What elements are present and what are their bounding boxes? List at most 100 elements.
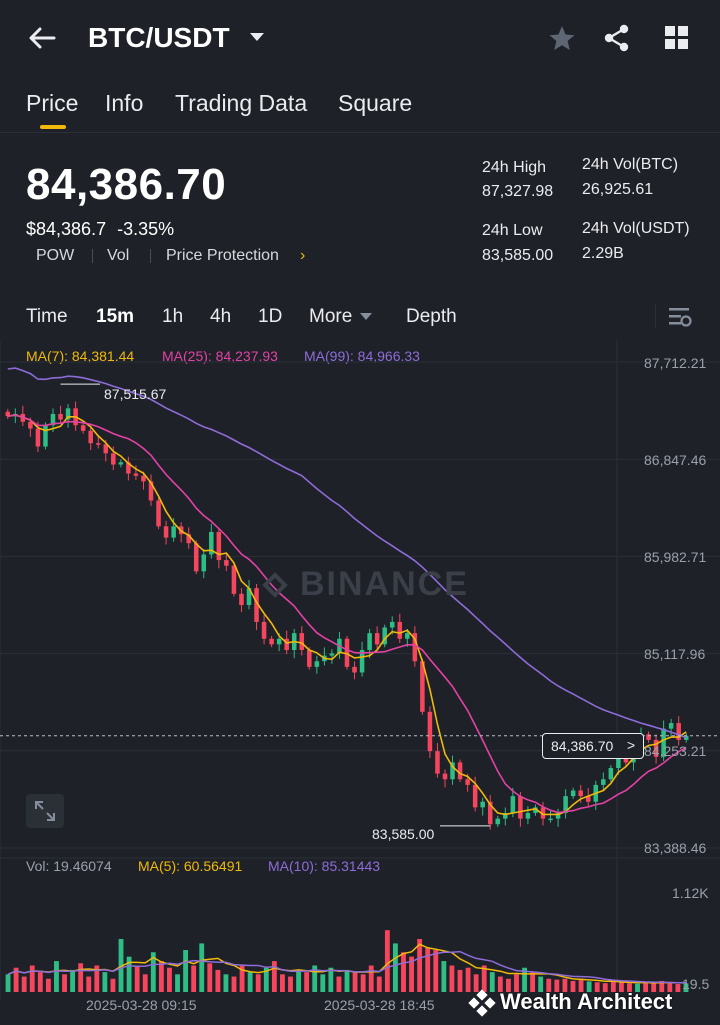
- candle-body: [548, 818, 553, 821]
- volume-bar: [45, 978, 51, 992]
- ma7-line: [7, 414, 687, 816]
- volume-bar: [271, 961, 277, 992]
- candle-body: [661, 728, 666, 757]
- tab-price[interactable]: Price: [26, 90, 79, 116]
- candle-body: [405, 633, 410, 639]
- candle-body: [201, 554, 207, 572]
- candle-body: [111, 453, 116, 465]
- tag-vol[interactable]: Vol: [107, 247, 130, 264]
- volume-bar: [78, 963, 84, 992]
- volume-bar: [465, 967, 471, 992]
- y-tick: 85,982.71: [644, 549, 707, 565]
- caret-down-icon[interactable]: [249, 32, 265, 42]
- candle-body: [601, 779, 606, 785]
- candle-body: [50, 413, 56, 426]
- volume-bar: [102, 972, 108, 992]
- share-icon[interactable]: [603, 24, 631, 52]
- vol-usdt-value: 2.29B: [582, 245, 624, 262]
- candle-body: [103, 444, 109, 454]
- expand-icon: [35, 801, 55, 821]
- candle-body: [563, 796, 568, 813]
- volume-bar: [554, 979, 560, 992]
- toolbar-divider: [655, 304, 656, 328]
- candlestick-chart[interactable]: [0, 340, 720, 1000]
- active-tab-indicator: [40, 125, 66, 129]
- vol-legend: Vol: 19.46074: [26, 858, 112, 874]
- candle-body: [495, 818, 501, 825]
- candle-body: [503, 812, 508, 819]
- candle-body: [570, 790, 576, 797]
- tab-trading-data[interactable]: Trading Data: [175, 90, 308, 116]
- candle-body: [472, 784, 478, 808]
- timeframe-1h[interactable]: 1h: [162, 306, 184, 327]
- current-price-tag[interactable]: 84,386.70 >: [542, 733, 644, 759]
- volume-bar: [441, 961, 447, 992]
- volume-bar: [231, 976, 237, 992]
- volume-bar: [167, 967, 172, 992]
- candle-body: [254, 588, 259, 622]
- timeframe-time[interactable]: Time: [26, 306, 68, 327]
- candle-body: [231, 565, 237, 594]
- candle-body: [382, 627, 387, 645]
- binance-watermark: BINANCE: [300, 565, 469, 603]
- candle-body: [163, 526, 169, 538]
- back-arrow-icon[interactable]: [28, 26, 56, 50]
- y-tick: 86,847.46: [644, 452, 707, 468]
- volume-bar: [594, 982, 600, 992]
- volume-bar: [602, 983, 608, 992]
- volume-bar: [586, 981, 592, 992]
- volume-bar: [497, 976, 503, 992]
- volume-bar: [481, 965, 487, 992]
- candle-body: [95, 443, 101, 445]
- candle-body: [329, 653, 335, 656]
- y-tick: 85,117.96: [644, 646, 706, 662]
- volume-bar: [70, 969, 76, 992]
- grid-icon[interactable]: [665, 26, 689, 50]
- ma25-legend: MA(25): 84,237.93: [162, 348, 278, 364]
- volume-bar: [86, 976, 92, 992]
- tab-square[interactable]: Square: [338, 90, 413, 116]
- fullscreen-button[interactable]: [26, 794, 64, 828]
- volume-bar: [207, 963, 213, 992]
- candle-body: [43, 425, 48, 447]
- candle-body: [518, 796, 523, 819]
- tag-price-protection[interactable]: Price Protection: [166, 247, 279, 264]
- pair-title[interactable]: BTC/USDT: [88, 22, 230, 53]
- candle-body: [367, 633, 372, 650]
- ma25-line: [7, 414, 687, 814]
- volume-bar: [457, 969, 463, 992]
- timeframe-more[interactable]: More: [309, 306, 353, 327]
- volume-bar: [304, 972, 310, 992]
- tab-depth[interactable]: Depth: [406, 306, 457, 327]
- volume-bar: [255, 974, 261, 992]
- tag-pow[interactable]: POW: [36, 247, 75, 264]
- volume-bar: [360, 974, 366, 992]
- volume-bar: [401, 952, 406, 992]
- volume-bar: [134, 965, 140, 992]
- candle-body: [457, 762, 463, 780]
- timeframe-15m[interactable]: 15m: [96, 306, 135, 327]
- usd-price-line: $84,386.7 -3.35%: [26, 219, 174, 240]
- vol-tick: 1.12K: [672, 885, 709, 901]
- volume-bar: [223, 974, 229, 992]
- volume-bar: [635, 983, 640, 992]
- timeframe-4h[interactable]: 4h: [210, 306, 232, 327]
- tag-divider: [92, 249, 93, 263]
- candle-body: [555, 812, 561, 819]
- timeframe-1d[interactable]: 1D: [258, 306, 283, 327]
- volume-bar: [175, 974, 180, 992]
- candle-body: [186, 534, 191, 544]
- candle-body: [442, 773, 448, 780]
- binance-logo-icon: [262, 572, 288, 598]
- volume-bar: [384, 930, 390, 992]
- candle-body: [420, 661, 425, 712]
- y-tick: 87,712.21: [644, 355, 707, 371]
- volume-bar: [538, 976, 544, 992]
- candle-body: [133, 473, 139, 476]
- tab-info[interactable]: Info: [105, 90, 144, 116]
- chart-settings-icon[interactable]: [668, 306, 692, 328]
- volume-bar: [21, 976, 27, 992]
- candle-body: [525, 812, 531, 819]
- star-icon[interactable]: [548, 25, 576, 52]
- vol-ma10-legend: MA(10): 85.31443: [268, 858, 381, 874]
